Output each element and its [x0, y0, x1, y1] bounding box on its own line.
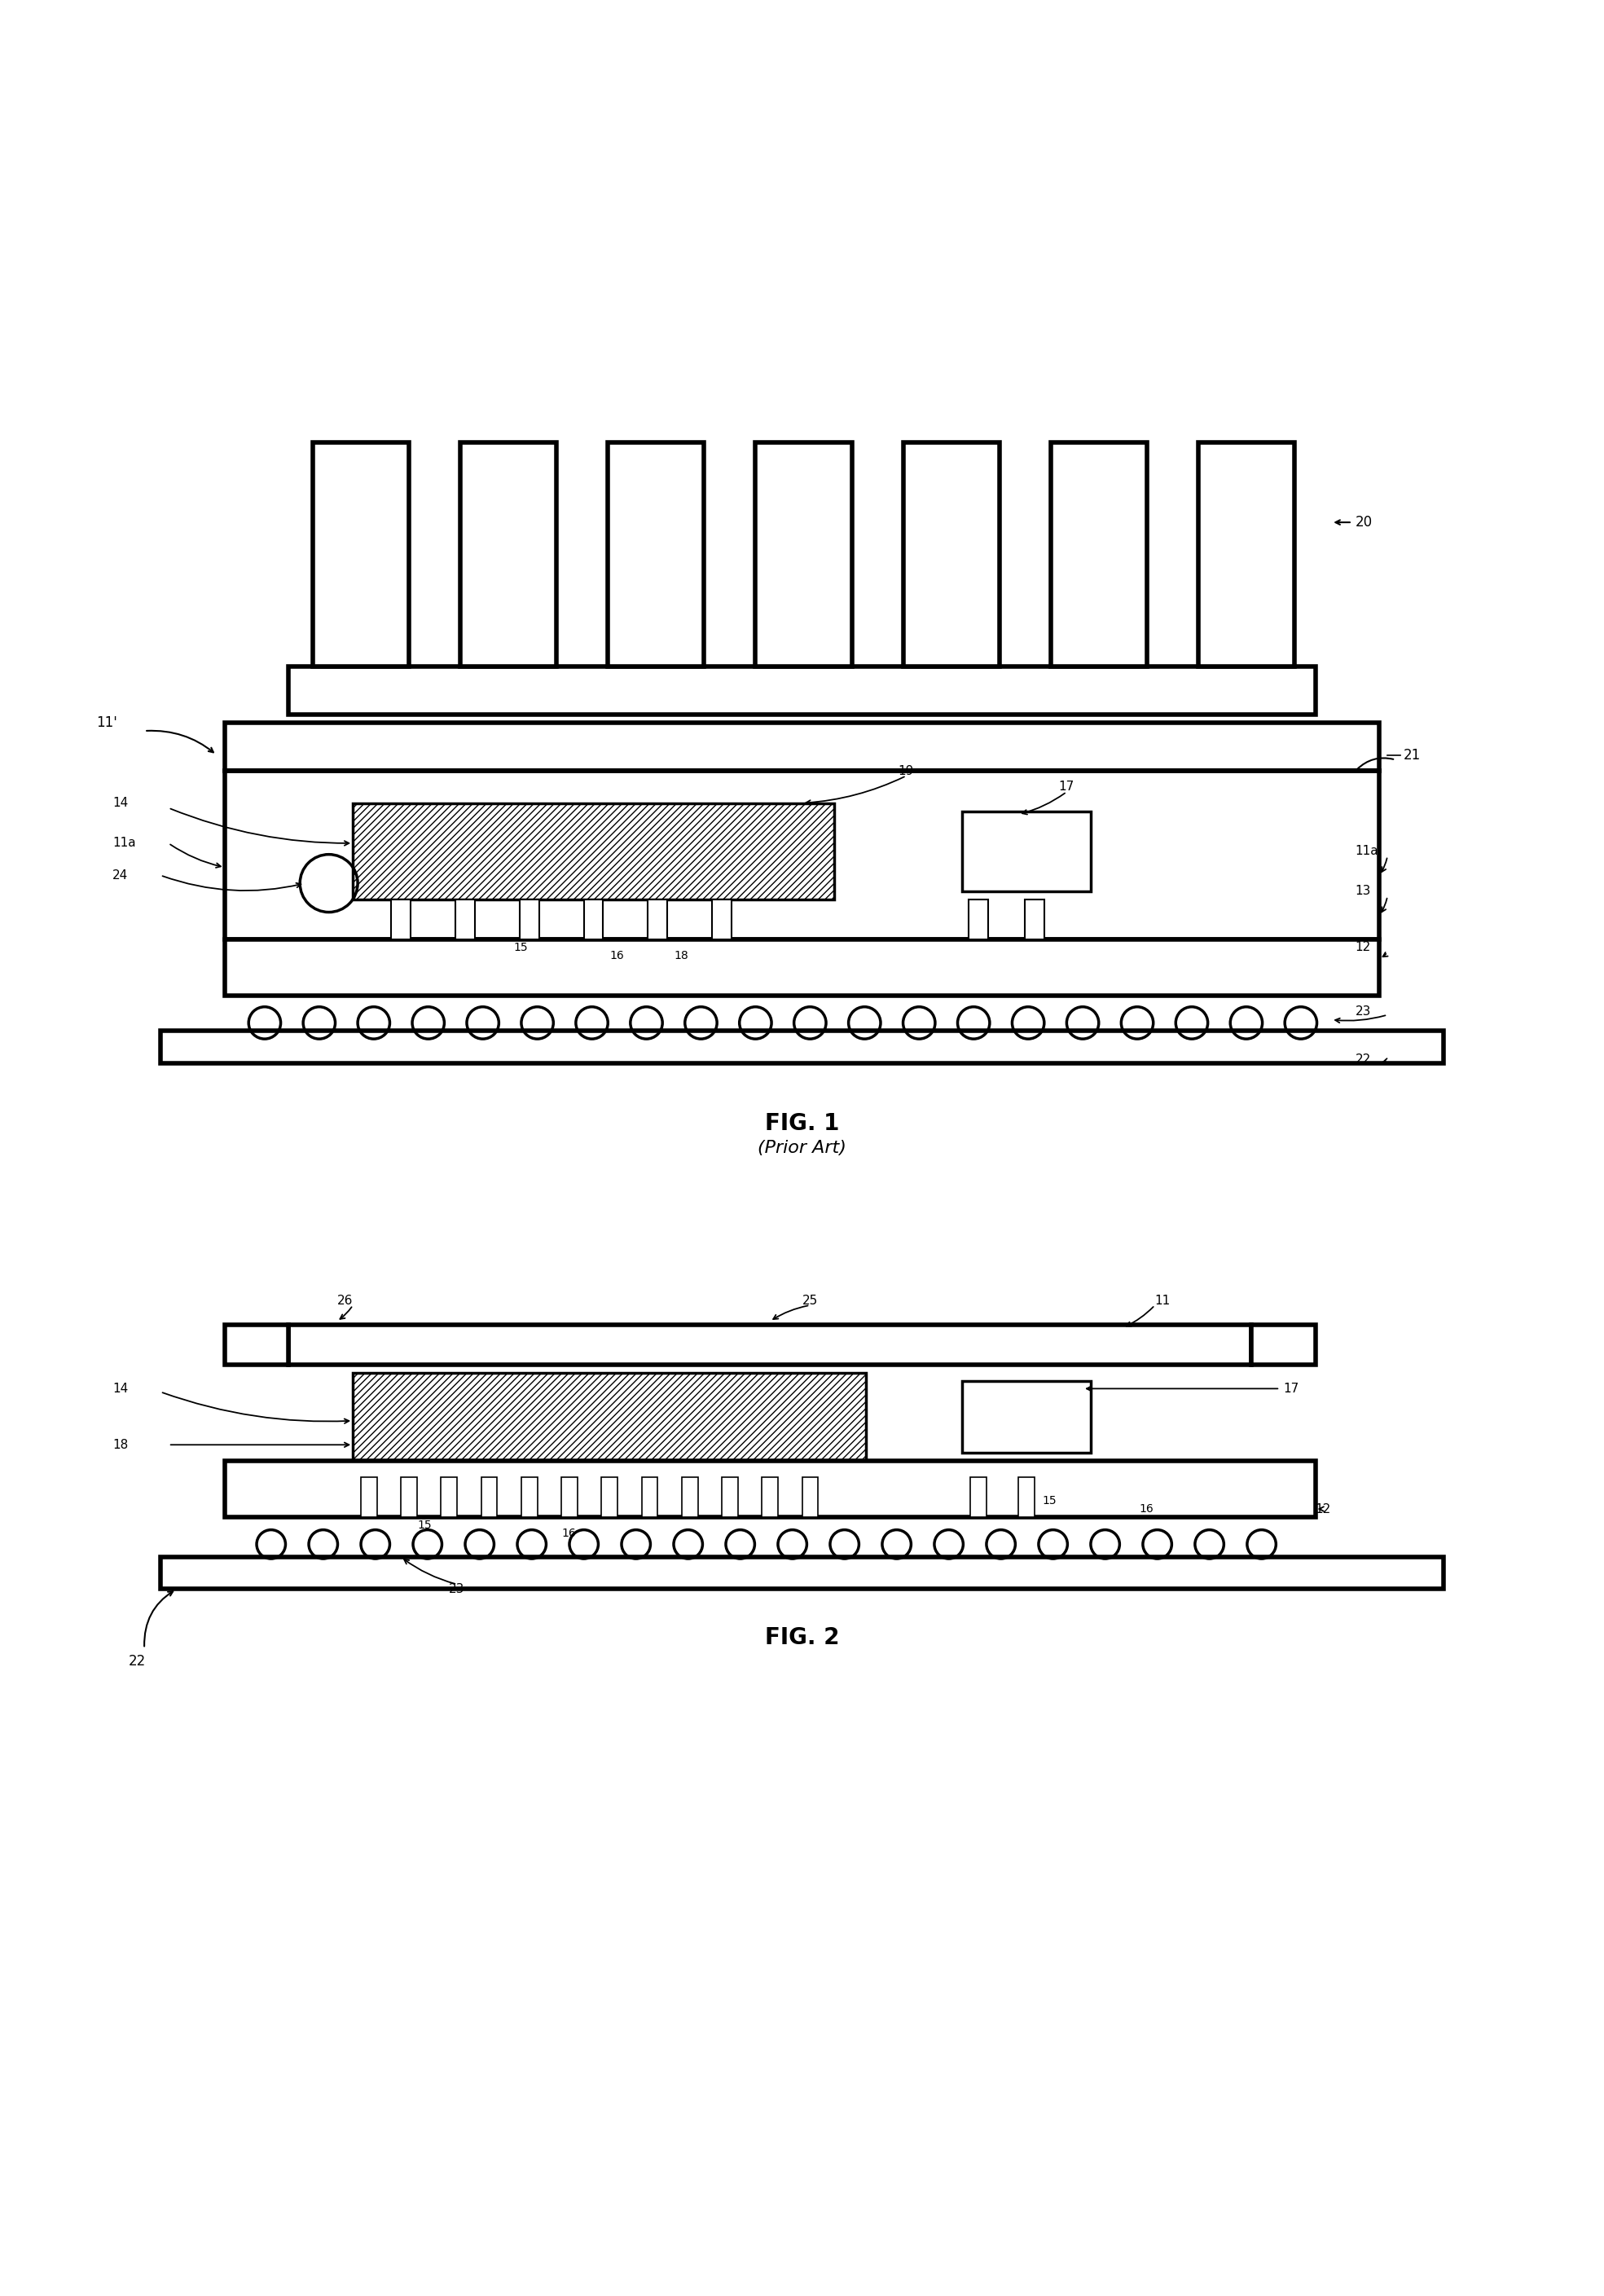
Bar [1198, 443, 1294, 666]
Text: 17: 17 [1283, 1382, 1299, 1394]
Bar [401, 1476, 417, 1518]
Bar [970, 1476, 986, 1518]
Bar [460, 443, 557, 666]
Bar [521, 1476, 537, 1518]
Bar [602, 1476, 618, 1518]
Text: 15: 15 [417, 1520, 431, 1531]
Bar [962, 1380, 1091, 1453]
Text: 16: 16 [561, 1527, 576, 1538]
Bar [353, 1373, 866, 1460]
Bar [225, 1460, 1315, 1518]
Text: 14: 14 [112, 797, 128, 808]
Bar [1025, 900, 1044, 939]
Text: 21: 21 [1404, 748, 1421, 762]
Bar [225, 723, 1379, 771]
Text: 20: 20 [1355, 514, 1373, 530]
Text: 24: 24 [112, 870, 128, 882]
Bar [361, 1476, 377, 1518]
Text: 11: 11 [1155, 1295, 1171, 1306]
Text: 15: 15 [513, 941, 528, 953]
Bar [755, 443, 852, 666]
Text: 12: 12 [1315, 1504, 1331, 1515]
Bar [642, 1476, 658, 1518]
Text: 11a: 11a [1355, 845, 1379, 856]
Bar [160, 1557, 1444, 1589]
Bar [1251, 1325, 1315, 1364]
Text: (Prior Art): (Prior Art) [757, 1139, 847, 1157]
Bar [712, 900, 731, 939]
Bar [682, 1476, 698, 1518]
Text: 12: 12 [1355, 941, 1371, 953]
Text: 25: 25 [802, 1295, 818, 1306]
Text: 18: 18 [112, 1440, 128, 1451]
Bar [225, 771, 1379, 939]
Bar [969, 900, 988, 939]
Bar [1051, 443, 1147, 666]
Text: 18: 18 [674, 951, 688, 962]
Bar [456, 900, 475, 939]
Bar [584, 900, 603, 939]
Bar [802, 1476, 818, 1518]
Bar [762, 1476, 778, 1518]
Bar [289, 1325, 1251, 1364]
Text: 11': 11' [96, 716, 117, 730]
Text: 26: 26 [337, 1295, 353, 1306]
Text: 23: 23 [449, 1582, 465, 1596]
Bar [289, 666, 1315, 714]
Bar [441, 1476, 457, 1518]
Text: 16: 16 [1139, 1504, 1153, 1515]
Bar [353, 804, 834, 900]
Text: 22: 22 [1355, 1054, 1371, 1065]
Bar [648, 900, 667, 939]
Bar [391, 900, 411, 939]
Text: 13: 13 [1355, 886, 1371, 898]
Bar [561, 1476, 577, 1518]
Bar [722, 1476, 738, 1518]
Bar [1019, 1476, 1035, 1518]
Bar [962, 810, 1091, 891]
Text: 11a: 11a [112, 838, 136, 850]
Bar [225, 1325, 289, 1364]
Bar [903, 443, 999, 666]
Bar [481, 1476, 497, 1518]
Text: 17: 17 [1059, 781, 1075, 792]
Bar [160, 1031, 1444, 1063]
Text: 19: 19 [898, 765, 914, 776]
Bar [225, 939, 1379, 996]
Text: 23: 23 [1355, 1006, 1371, 1017]
Text: FIG. 1: FIG. 1 [765, 1114, 839, 1134]
Text: 15: 15 [1043, 1495, 1057, 1506]
Bar [313, 443, 409, 666]
Text: 14: 14 [112, 1382, 128, 1394]
Text: 16: 16 [610, 951, 624, 962]
Text: 22: 22 [128, 1653, 146, 1669]
Bar [608, 443, 704, 666]
Text: FIG. 2: FIG. 2 [765, 1626, 839, 1649]
Bar [520, 900, 539, 939]
